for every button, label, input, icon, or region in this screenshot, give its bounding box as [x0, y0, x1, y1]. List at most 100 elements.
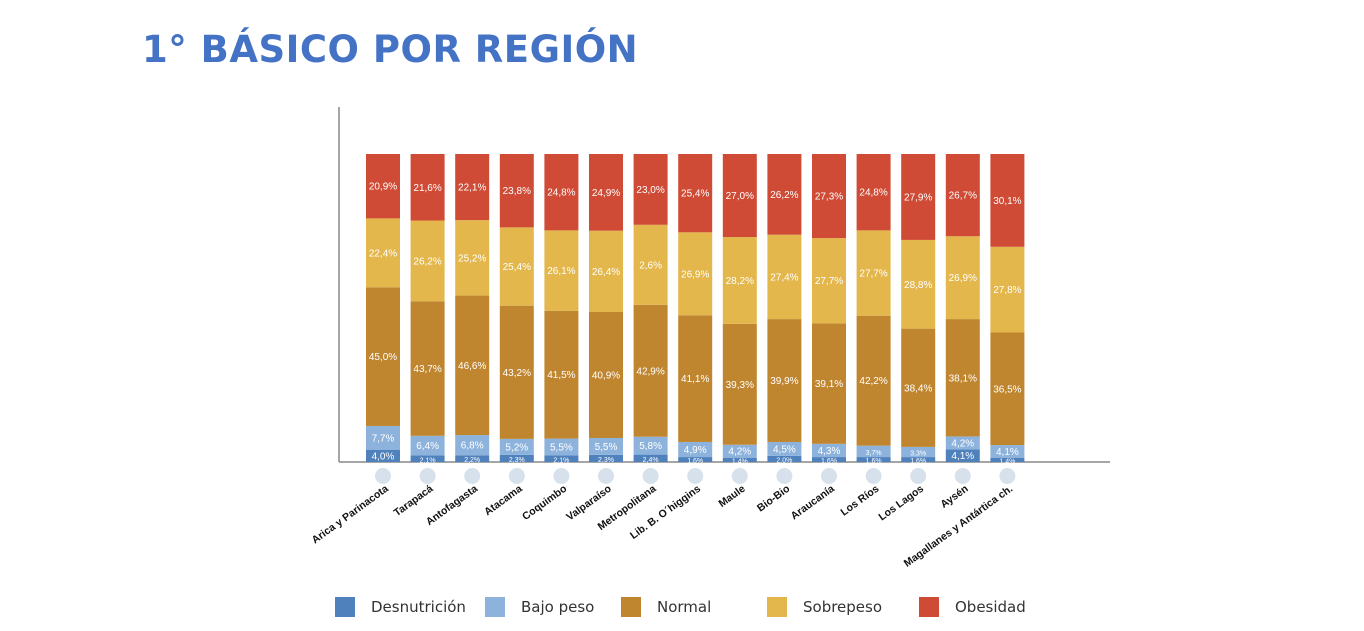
bar-segment-bajo-peso-atacama: [499, 438, 534, 455]
bar-segment-normal-metropolitana: [633, 304, 668, 437]
data-label-bajo-peso-aysen: 4,2%: [951, 438, 974, 449]
legend: Desnutrición Bajo peso Normal Sobrepeso Obes…: [335, 596, 1035, 618]
data-label-desnutricion-aysen: 4,1%: [951, 451, 974, 462]
bar-segment-bajo-peso-aysen: [945, 436, 980, 450]
data-label-bajo-peso-araucania: 4,3%: [818, 446, 841, 457]
bar-segment-bajo-peso-los-lagos: [901, 446, 936, 458]
bar-segment-obesidad-antofagasta: [455, 154, 490, 221]
legend-item-desnutricion: Desnutrición: [335, 596, 466, 618]
bar-segment-normal-bio-bio: [767, 319, 802, 442]
page-title: 1° BÁSICO POR REGIÓN: [142, 28, 639, 71]
data-label-bajo-peso-atacama: 5,2%: [505, 442, 528, 453]
bar-segment-obesidad-maule: [722, 154, 757, 238]
bar-segment-sobrepeso-magallanes-y-antartica-ch: [990, 246, 1025, 333]
bar-segment-bajo-peso-arica-y-parinacota: [366, 425, 400, 450]
data-label-obesidad-metropolitana: 23,0%: [636, 185, 664, 196]
category-label-arica-y-parinacota: Arica y Parinacota: [310, 483, 391, 547]
data-label-sobrepeso-araucania: 27,7%: [815, 276, 843, 287]
category-marker-atacama: [508, 468, 525, 484]
bar-segment-obesidad-atacama: [499, 154, 534, 228]
bar-segment-desnutricion-araucania: [812, 457, 846, 462]
bar-segment-normal-antofagasta: [455, 295, 490, 436]
category-marker-tarapaca: [419, 468, 436, 484]
data-label-bajo-peso-coquimbo: 5,5%: [550, 443, 573, 454]
legend-swatch-obesidad: [919, 597, 939, 617]
bar-segment-sobrepeso-valparaiso: [589, 230, 623, 313]
data-label-desnutricion-antofagasta: 2,2%: [464, 457, 480, 464]
data-label-normal-arica-y-parinacota: 45,0%: [369, 352, 397, 363]
data-label-obesidad-lib-b-o-higgins: 25,4%: [681, 189, 709, 200]
legend-swatch-bajo-peso: [485, 597, 505, 617]
data-label-desnutricion-los-lagos: 1,6%: [910, 458, 926, 465]
data-label-bajo-peso-los-lagos: 3,3%: [910, 450, 926, 457]
bar-segment-sobrepeso-atacama: [499, 227, 534, 306]
data-label-desnutricion-bio-bio: 2,0%: [776, 457, 792, 464]
category-label-atacama: Atacama: [482, 483, 525, 519]
data-label-bajo-peso-antofagasta: 6,8%: [461, 441, 484, 452]
data-label-obesidad-tarapaca: 21,6%: [413, 183, 441, 194]
bar-segment-bajo-peso-tarapaca: [410, 435, 445, 456]
data-label-desnutricion-valparaiso: 2,3%: [598, 457, 614, 464]
bar-segment-obesidad-valparaiso: [589, 154, 623, 231]
data-label-normal-maule: 39,3%: [726, 380, 754, 391]
bar-segment-sobrepeso-los-rios: [856, 230, 891, 316]
bar-segment-desnutricion-bio-bio: [767, 455, 802, 462]
category-marker-los-rios: [865, 468, 882, 484]
legend-label-bajo-peso: Bajo peso: [521, 598, 595, 616]
data-label-bajo-peso-lib-b-o-higgins: 4,9%: [684, 445, 707, 456]
bar-segment-bajo-peso-los-rios: [856, 445, 891, 458]
bar-segment-obesidad-los-lagos: [901, 154, 936, 240]
data-label-bajo-peso-tarapaca: 6,4%: [416, 441, 439, 452]
bar-segment-desnutricion-maule: [722, 457, 757, 462]
bar-segment-sobrepeso-tarapaca: [410, 220, 445, 302]
data-label-desnutricion-maule: 1,4%: [732, 458, 748, 465]
data-label-obesidad-antofagasta: 22,1%: [458, 183, 486, 194]
bar-segment-desnutricion-tarapaca: [410, 455, 445, 462]
legend-item-normal: Normal: [621, 596, 711, 618]
bar-segment-bajo-peso-araucania: [812, 443, 846, 458]
data-label-sobrepeso-valparaiso: 26,4%: [592, 267, 620, 278]
legend-swatch-sobrepeso: [767, 597, 787, 617]
bar-segment-sobrepeso-aysen: [945, 236, 980, 320]
bar-segment-sobrepeso-coquimbo: [544, 230, 579, 311]
data-label-normal-lib-b-o-higgins: 41,1%: [681, 374, 709, 385]
bar-segment-desnutricion-aysen: [945, 449, 980, 462]
data-label-normal-atacama: 43,2%: [503, 368, 531, 379]
bar-segment-normal-tarapaca: [410, 301, 445, 436]
bar-segment-obesidad-coquimbo: [544, 154, 579, 231]
category-marker-antofagasta: [464, 468, 481, 484]
bar-segment-desnutricion-valparaiso: [589, 454, 623, 462]
bar-segment-normal-lib-b-o-higgins: [678, 315, 713, 442]
category-marker-arica-y-parinacota: [375, 468, 391, 484]
bar-segment-bajo-peso-antofagasta: [455, 435, 490, 456]
bar-segment-normal-magallanes-y-antartica-ch: [990, 332, 1025, 446]
bar-segment-sobrepeso-bio-bio: [767, 234, 802, 320]
data-label-desnutricion-araucania: 1,6%: [821, 458, 837, 465]
category-marker-magallanes-y-antartica-ch: [999, 468, 1016, 484]
category-label-maule: Maule: [716, 483, 747, 510]
bar-segment-normal-valparaiso: [589, 312, 623, 438]
bar-segment-normal-aysen: [945, 319, 980, 437]
category-marker-araucania: [821, 468, 837, 484]
legend-item-sobrepeso: Sobrepeso: [767, 596, 882, 618]
data-label-desnutricion-magallanes-y-antartica-ch: 1,4%: [999, 458, 1015, 465]
category-label-araucania: Araucanía: [789, 483, 837, 523]
bar-segment-bajo-peso-metropolitana: [633, 436, 668, 455]
data-label-sobrepeso-arica-y-parinacota: 22,4%: [369, 248, 397, 259]
data-label-obesidad-coquimbo: 24,8%: [547, 188, 575, 199]
bar-segment-normal-arica-y-parinacota: [366, 287, 400, 426]
bar-segment-bajo-peso-magallanes-y-antartica-ch: [990, 445, 1025, 458]
category-marker-lib-b-o-higgins: [687, 468, 704, 484]
bar-segment-normal-los-lagos: [901, 328, 936, 447]
data-label-desnutricion-tarapaca: 2,1%: [420, 457, 436, 464]
bar-segment-desnutricion-lib-b-o-higgins: [678, 457, 713, 462]
bar-segment-desnutricion-los-lagos: [901, 457, 936, 462]
data-label-obesidad-valparaiso: 24,9%: [592, 188, 620, 199]
bar-segment-obesidad-arica-y-parinacota: [366, 154, 400, 219]
bar-segment-normal-araucania: [812, 323, 846, 444]
bar-segment-sobrepeso-antofagasta: [455, 220, 490, 296]
legend-swatch-desnutricion: [335, 597, 355, 617]
category-marker-coquimbo: [553, 468, 570, 484]
bar-segment-desnutricion-arica-y-parinacota: [366, 449, 400, 462]
